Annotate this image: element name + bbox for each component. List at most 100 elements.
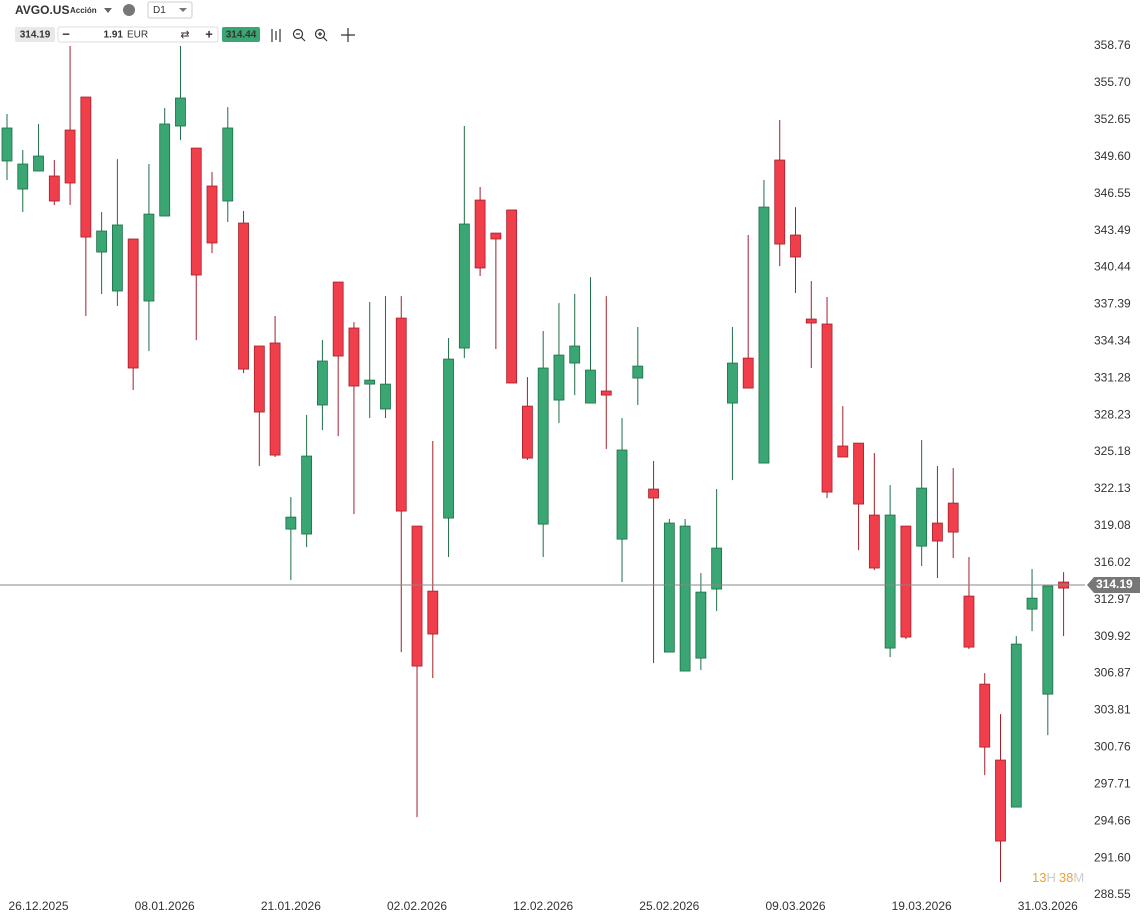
timeframe-select[interactable] [147,1,193,19]
y-tick-label: 355.70 [1094,75,1131,89]
candle-body [868,514,880,569]
candle-body [711,547,723,590]
timer: 13H 38M [1032,870,1084,885]
icon-detail [296,32,328,42]
y-tick-label: 306.87 [1094,666,1131,680]
candle-body [742,357,754,389]
candle-body [395,317,407,512]
candle-body [96,230,108,253]
chart-type-icon[interactable] [271,29,281,42]
y-tick-label: 319.08 [1094,518,1131,532]
volume[interactable]: 1.91 [104,30,124,41]
candle-body [238,222,249,370]
y-tick-label: 288.55 [1094,887,1131,901]
y-tick-label: 340.44 [1094,260,1131,274]
candle-body [222,127,234,202]
candle-body [600,390,612,396]
candle-body [301,455,313,535]
candle-body [963,595,975,648]
swap[interactable]: ⇄ [180,29,189,41]
candle-body [364,379,376,385]
candle-body [553,354,565,401]
kind: Acción [70,6,97,15]
x-tick-label: 02.02.2026 [387,899,447,913]
x-tick-label: 25.02.2026 [639,899,699,913]
timeframe: D1 [153,5,166,16]
candle-body [253,345,265,413]
candle-body [1026,597,1038,610]
bid: 314.19 [20,30,51,41]
candle-body [790,234,801,258]
symbol: AVGO.US [15,3,69,17]
candle-body [774,159,786,245]
timer-minutes: 38 [1059,870,1073,885]
candle-body [332,281,344,357]
y-tick-label: 325.18 [1094,444,1131,458]
zoom-in-icon[interactable] [314,28,326,40]
y-tick-label: 343.49 [1094,223,1131,237]
candle-body [269,342,281,456]
y-tick-label: 346.55 [1094,186,1131,200]
move-icon[interactable] [341,28,355,42]
x-tick-label: 08.01.2026 [135,899,195,913]
y-tick-label: 337.39 [1094,297,1131,311]
candle-body [159,123,171,217]
minus[interactable]: − [62,26,70,41]
y-tick-label: 349.60 [1094,149,1131,163]
candle-body [443,358,454,519]
candle-body [821,323,833,493]
candle-body [380,383,391,410]
x-tick-label: 31.03.2026 [1018,899,1078,913]
x-tick-label: 26.12.2025 [9,899,69,913]
timer-m: M [1073,870,1084,885]
candle-body [206,185,218,244]
y-tick-label: 334.34 [1094,333,1131,347]
currency: EUR [127,30,148,41]
ask-box[interactable] [222,27,260,42]
candle-body [727,362,738,404]
candle-body [64,129,76,184]
candle-body [632,365,644,379]
candle-body [648,488,659,499]
x-tick-label: 19.03.2026 [892,899,952,913]
candle-body [900,525,912,638]
x-tick-label: 09.03.2026 [765,899,825,913]
candle-body [458,223,470,349]
candle-body [995,759,1006,842]
y-tick-label: 328.23 [1094,407,1131,421]
candle-body [175,97,186,127]
candle-body [537,367,549,525]
plus[interactable]: + [205,26,213,41]
last-price-label: 314.19 [1096,577,1133,591]
candle-body [17,163,29,190]
y-tick-label: 331.28 [1094,370,1131,384]
x-tick-label: 12.02.2026 [513,899,573,913]
candle-body [569,345,581,364]
candle-body [33,155,44,172]
info-icon[interactable] [123,4,135,16]
candle-body [522,405,533,459]
candle-body [837,445,849,458]
candle-body [884,514,896,649]
candle-body [663,522,675,653]
zoom-out-icon[interactable] [292,28,304,40]
candle-body [916,487,928,547]
dropdown [179,8,187,12]
candle-body [490,232,502,240]
bid-box[interactable] [15,27,55,42]
candle-body [80,96,92,238]
y-tick-label: 309.92 [1094,629,1131,643]
candle-body [947,502,959,533]
candle-body [411,525,423,667]
y-tick-label: 303.81 [1094,703,1131,717]
candle-body [616,449,628,540]
candle-body [190,147,202,276]
candle-body [695,591,707,659]
candle-body [427,590,439,635]
dropdown[interactable] [104,8,112,13]
last-price-tag [1087,576,1140,593]
ask: 314.44 [226,30,257,41]
candle-body [474,199,486,269]
